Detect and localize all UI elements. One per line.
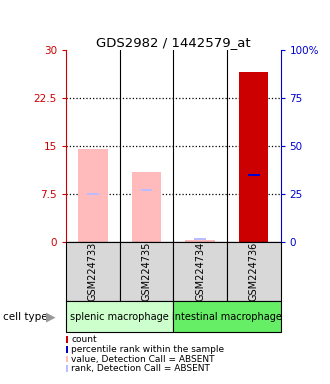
Bar [173,242,227,301]
Text: ▶: ▶ [46,310,56,323]
Text: GSM224733: GSM224733 [88,242,98,301]
Text: value, Detection Call = ABSENT: value, Detection Call = ABSENT [71,354,214,364]
Bar [173,301,280,332]
Text: percentile rank within the sample: percentile rank within the sample [71,345,224,354]
Text: rank, Detection Call = ABSENT: rank, Detection Call = ABSENT [71,364,210,373]
Bar [239,72,268,242]
Bar [227,242,280,301]
Text: GSM224734: GSM224734 [195,242,205,301]
Text: splenic macrophage: splenic macrophage [70,312,169,322]
Bar [248,174,260,176]
Bar [119,242,173,301]
Title: GDS2982 / 1442579_at: GDS2982 / 1442579_at [96,36,250,49]
Text: GSM224736: GSM224736 [249,242,259,301]
Bar [132,172,161,242]
Bar [141,189,152,191]
Text: count: count [71,335,97,344]
Bar [66,301,173,332]
Bar [87,193,99,195]
Bar [185,240,215,242]
Text: GSM224735: GSM224735 [142,242,151,301]
Text: cell type: cell type [3,312,48,322]
Bar [194,238,206,240]
Bar [78,149,108,242]
Text: intestinal macrophage: intestinal macrophage [172,312,282,322]
Bar [66,242,120,301]
